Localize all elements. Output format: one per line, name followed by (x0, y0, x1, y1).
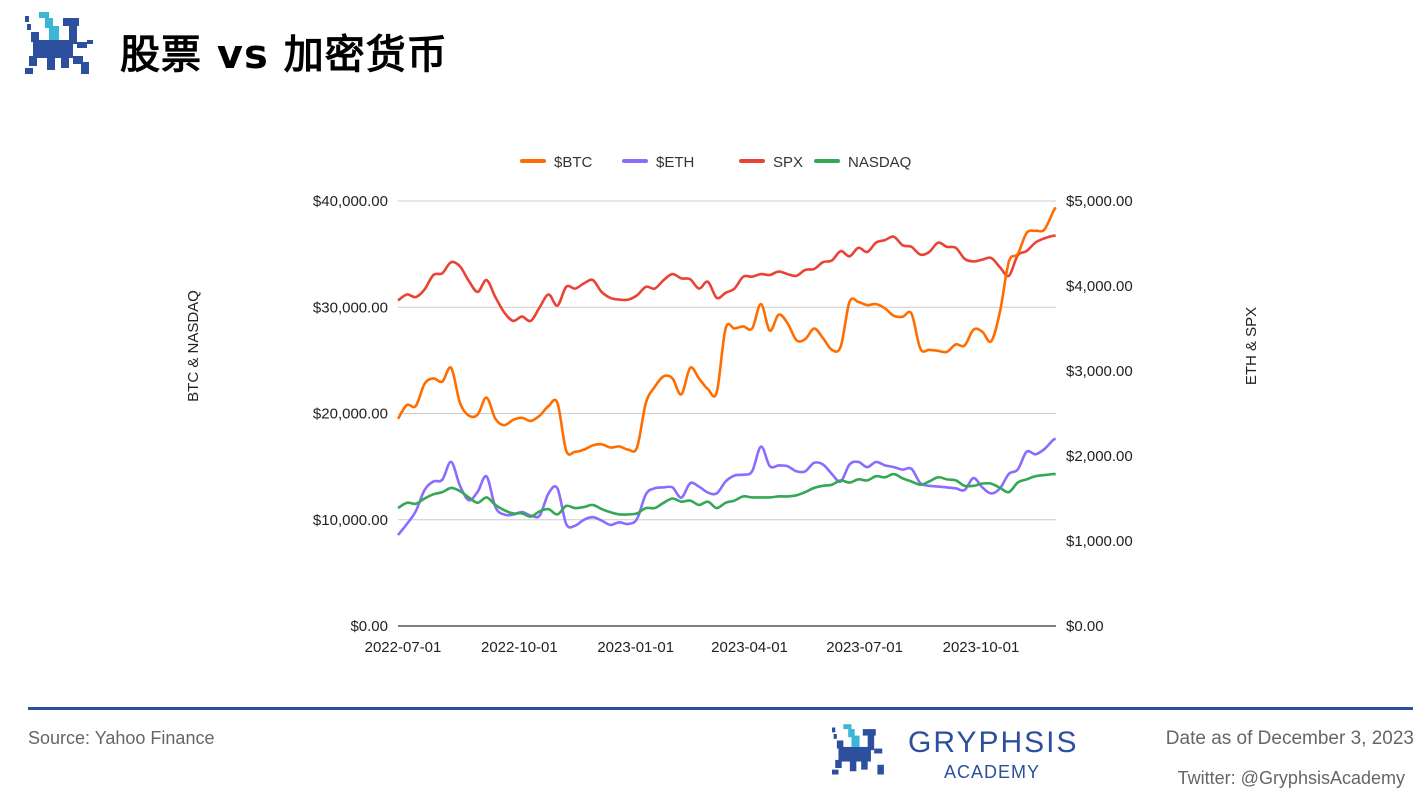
right-tick-label: $3,000.00 (1066, 363, 1133, 380)
x-tick-label: 2023-01-01 (597, 639, 674, 656)
left-tick-label: $20,000.00 (313, 406, 388, 423)
legend-label: $ETH (656, 154, 694, 171)
series-line-spx (397, 234, 1056, 323)
x-tick-label: 2022-10-01 (481, 639, 558, 656)
logo (25, 12, 99, 83)
x-tick-label: 2023-10-01 (943, 639, 1020, 656)
gryphon-logo-icon (25, 12, 93, 74)
right-tick-label: $5,000.00 (1066, 193, 1133, 210)
right-tick-label: $1,000.00 (1066, 533, 1133, 550)
page-title: 股票 vs 加密货币 (120, 32, 448, 78)
date-text: Date as of December 3, 2023 (1165, 728, 1414, 749)
footer-logo (832, 724, 892, 783)
left-axis-title: BTC & NASDAQ (185, 290, 202, 402)
x-tick-label: 2023-07-01 (826, 639, 903, 656)
right-tick-label: $4,000.00 (1066, 278, 1133, 295)
series-line-nasdaq (397, 472, 1056, 518)
legend-label: $BTC (554, 154, 593, 171)
line-chart: $0.00 $10,000.00 $20,000.00 $30,000.00 $40,0… (185, 154, 1260, 656)
left-tick-label: $0.00 (350, 618, 388, 635)
twitter-handle: Twitter: @GryphsisAcademy (1177, 768, 1405, 788)
series-lines (396, 206, 1057, 536)
left-tick-label: $10,000.00 (313, 512, 388, 529)
legend-label: SPX (773, 154, 803, 171)
right-tick-label: $2,000.00 (1066, 448, 1133, 465)
axis-ticks: $0.00 $10,000.00 $20,000.00 $30,000.00 $40,0… (313, 193, 1133, 656)
footer-divider (28, 707, 1413, 710)
x-tick-label: 2023-04-01 (711, 639, 788, 656)
series-line-btc (396, 206, 1057, 456)
series-line-eth (396, 437, 1057, 536)
source-text: Source: Yahoo Finance (28, 728, 215, 748)
right-tick-label: $0.00 (1066, 618, 1104, 635)
brand-subtitle: ACADEMY (944, 762, 1041, 782)
legend-label: NASDAQ (848, 154, 911, 171)
gryphon-logo-icon (832, 724, 884, 775)
legend: $BTC $ETH SPX NASDAQ (520, 154, 911, 171)
left-tick-label: $30,000.00 (313, 299, 388, 316)
right-axis-title: ETH & SPX (1243, 307, 1260, 385)
gridlines (398, 200, 1056, 627)
brand-name: GRYPHSIS (908, 726, 1079, 759)
x-tick-label: 2022-07-01 (365, 639, 442, 656)
left-tick-label: $40,000.00 (313, 193, 388, 210)
